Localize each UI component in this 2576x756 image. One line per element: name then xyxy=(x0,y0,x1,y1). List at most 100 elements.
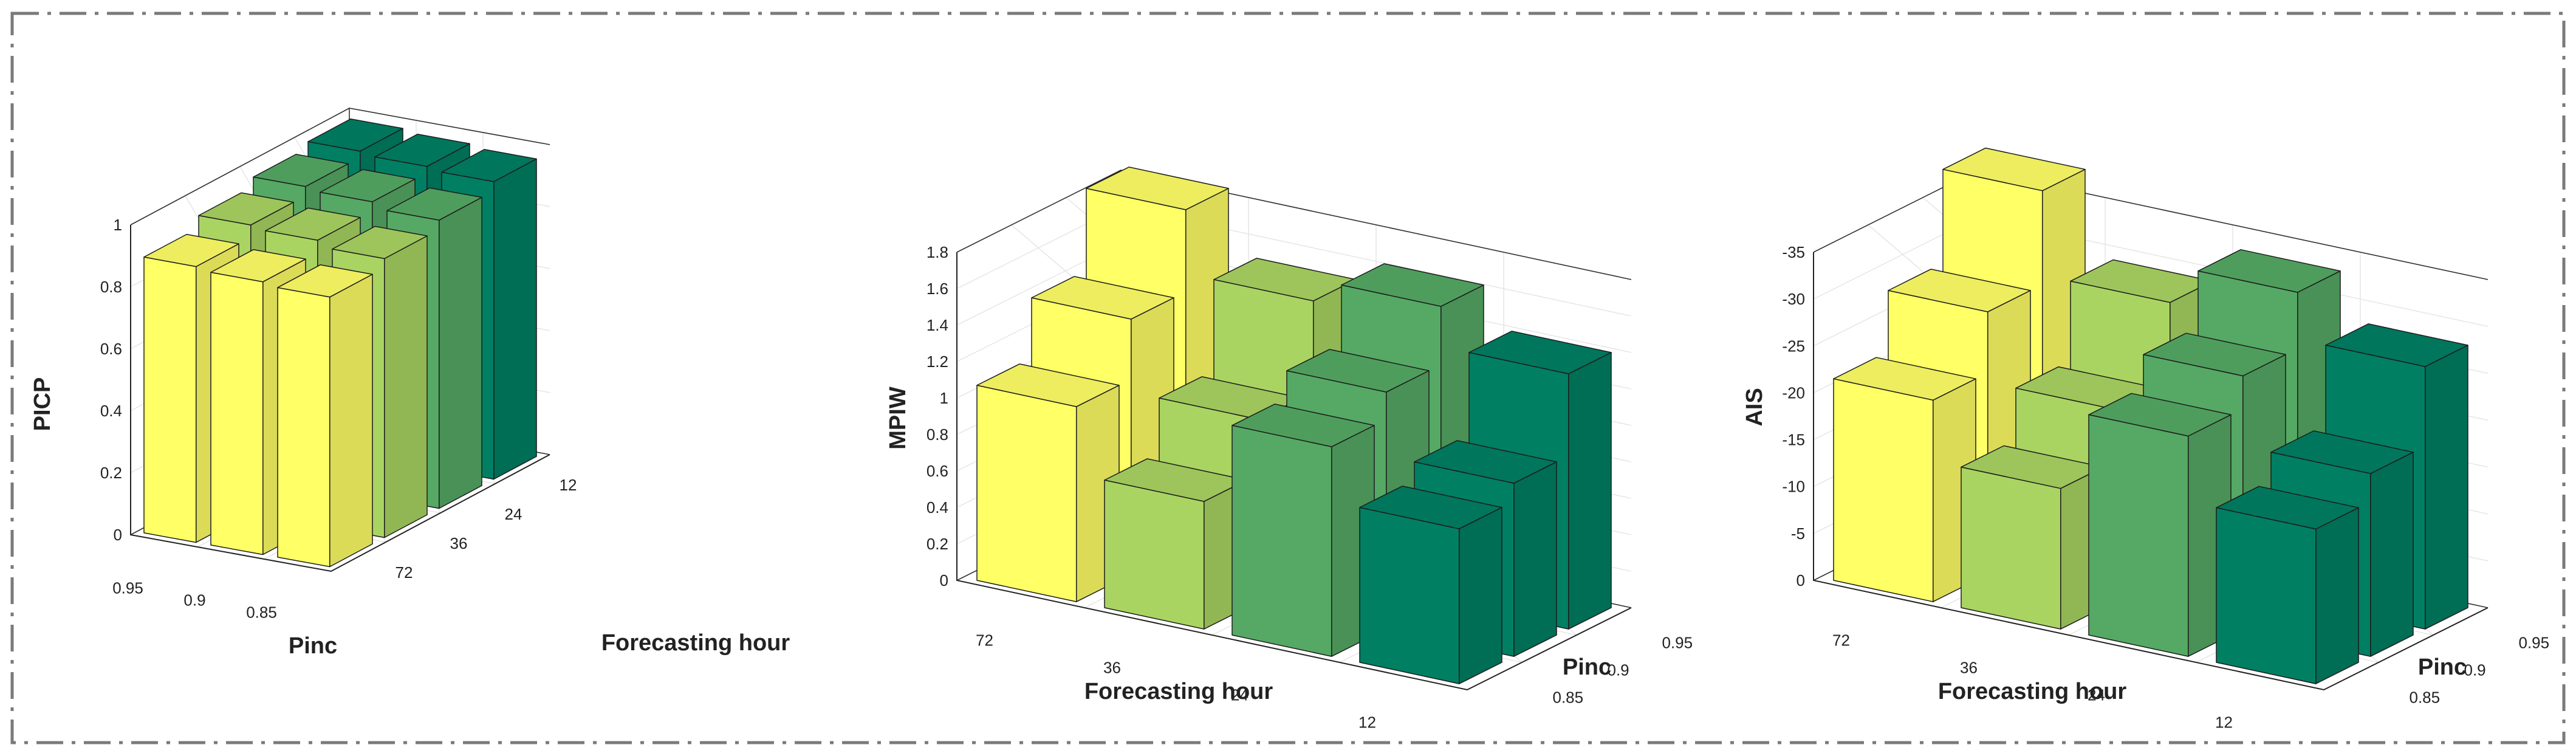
mpiw-bar-top xyxy=(1286,349,1430,393)
ais-bar-top xyxy=(2216,486,2359,530)
picp-plot: 0 0.2 0.4 0.6 0.8 1 0.95 0.9 0.85 72 36 24 12 xyxy=(100,108,577,621)
picp-bar-top xyxy=(320,169,416,202)
figure-border xyxy=(10,12,2566,744)
ais-a-tick-label: 72 xyxy=(1832,631,1850,649)
picp-chart: 0 0.2 0.4 0.6 0.8 1 0.95 0.9 0.85 72 36 24 12 PICP P… xyxy=(30,108,790,659)
ais-bar xyxy=(2088,393,2232,657)
mpiw-a-tick-label: 72 xyxy=(976,631,993,649)
picp-bar-top xyxy=(143,233,239,267)
picp-bar-top xyxy=(374,134,470,167)
mpiw-plot: 0 0.2 0.4 0.6 0.8 1 1.2 1.4 1.6 1.8 72 36 24 12 0.85 0.… xyxy=(927,167,1693,731)
mpiw-bar-top xyxy=(976,363,1120,407)
mpiw-bar-top xyxy=(1341,263,1484,307)
picp-bar-top xyxy=(253,154,349,187)
ais-bar-side xyxy=(2315,507,2359,684)
picp-bar-front xyxy=(277,287,331,568)
ais-b-tick-label: 0.9 xyxy=(2464,661,2486,679)
picp-bar-top xyxy=(198,192,294,225)
ais-bar xyxy=(1833,357,1976,602)
mpiw-bar-side xyxy=(1513,461,1557,657)
ais-bar xyxy=(1961,445,2104,630)
mpiw-axis-title: MPIW xyxy=(885,387,911,450)
mpiw-bar xyxy=(1104,458,1247,630)
mpiw-bar-front xyxy=(1104,479,1205,630)
ais-z-tick-label: -30 xyxy=(1782,290,1805,308)
picp-bar-top xyxy=(210,249,306,283)
ais-box-top xyxy=(1813,170,2489,280)
picp-z-tick-label: 0.8 xyxy=(100,278,122,296)
mpiw-bar xyxy=(976,363,1120,602)
mpiw-chart: 0 0.2 0.4 0.6 0.8 1 1.2 1.4 1.6 1.8 72 36 24 12 0.85 0.… xyxy=(885,167,1693,731)
picp-z-tick-label: 1 xyxy=(114,216,122,234)
ais-bar xyxy=(2216,486,2359,684)
ais-bar-top xyxy=(2325,323,2468,367)
ais-z-tick-label: -35 xyxy=(1782,243,1805,261)
mpiw-b-tick-label: 0.9 xyxy=(1608,661,1629,679)
ais-a-tick-label: 24 xyxy=(2088,686,2105,704)
ais-bars xyxy=(1833,147,2468,684)
picp-axis-lines xyxy=(130,225,550,572)
mpiw-bar-front xyxy=(1231,425,1332,657)
ais-pinc-axis-title: Pinc xyxy=(2418,655,2467,680)
picp-bar-side xyxy=(439,197,482,509)
mpiw-z-tick-label: 0.4 xyxy=(927,498,948,517)
mpiw-bar-side xyxy=(1459,507,1502,684)
mpiw-b-tick-label: 0.95 xyxy=(1662,633,1693,651)
mpiw-bar-side xyxy=(1568,352,1612,630)
picp-bar-side xyxy=(493,158,537,480)
mpiw-bar-top xyxy=(1468,331,1612,374)
mpiw-bar-top xyxy=(1231,404,1375,447)
mpiw-b-tick-label: 0.85 xyxy=(1553,688,1584,706)
mpiw-z-tick-label: 1.8 xyxy=(927,243,948,261)
ais-z-tick-label: -5 xyxy=(1791,524,1805,543)
picp-z-tick-label: 0.6 xyxy=(100,340,122,358)
mpiw-a-tick-label: 12 xyxy=(1358,713,1376,731)
ais-z-tick-label: -15 xyxy=(1782,431,1805,449)
mpiw-a-tick-label: 36 xyxy=(1103,658,1121,676)
picp-b-tick-label: 24 xyxy=(505,505,522,523)
ais-z-tick-label: 0 xyxy=(1797,571,1805,589)
ais-z-tick-label: -10 xyxy=(1782,478,1805,496)
picp-bar xyxy=(277,264,373,568)
picp-bar-top xyxy=(307,118,403,152)
ais-chart: 0 -5 -10 -15 -20 -25 -30 -35 72 36 24 12 0.85 0.9 0.95… xyxy=(1742,147,2550,731)
ais-b-tick-label: 0.95 xyxy=(2519,633,2550,651)
mpiw-box-top xyxy=(956,170,1632,280)
mpiw-a-tick-label: 24 xyxy=(1231,686,1249,704)
ais-bar-side xyxy=(2425,345,2468,630)
picp-bar-top xyxy=(265,207,361,241)
picp-bar-top xyxy=(386,187,482,221)
ais-z-tick-label: -25 xyxy=(1782,337,1805,355)
picp-axis-title: PICP xyxy=(30,377,55,431)
ais-bar-top xyxy=(1942,147,2086,191)
picp-a-tick-label: 0.85 xyxy=(246,603,277,621)
ais-bar-top xyxy=(2088,393,2232,437)
mpiw-bar-top xyxy=(1414,440,1557,484)
mpiw-z-tick-label: 1.4 xyxy=(927,316,948,334)
mpiw-z-tick-label: 1 xyxy=(940,389,948,407)
mpiw-z-tick-label: 1.6 xyxy=(927,280,948,298)
ais-bar-front xyxy=(1961,466,2061,630)
mpiw-zgrid-line xyxy=(956,170,1632,280)
mpiw-pinc-axis-title: Pinc xyxy=(1563,655,1611,680)
ais-zgrid-line xyxy=(1813,170,2489,280)
ais-axis-title: AIS xyxy=(1742,388,1767,426)
ais-a-tick-label: 12 xyxy=(2215,713,2233,731)
ais-axis-lines xyxy=(1813,252,2489,691)
ais-bar-top xyxy=(1888,269,2031,312)
picp-z-tick-label: 0.2 xyxy=(100,464,122,482)
ais-bar-front xyxy=(2216,507,2317,684)
ais-bar-top xyxy=(2197,249,2341,293)
mpiw-bar xyxy=(1359,486,1502,684)
mpiw-bar-front xyxy=(976,385,1077,602)
picp-bar-top xyxy=(332,225,428,259)
ais-b-tick-label: 0.85 xyxy=(2410,688,2441,706)
mpiw-z-tick-label: 0.2 xyxy=(927,535,948,553)
mpiw-z-tick-label: 0.8 xyxy=(927,425,948,444)
ais-plot: 0 -5 -10 -15 -20 -25 -30 -35 72 36 24 12 0.85 0.9 0.95 xyxy=(1782,147,2550,731)
picp-a-tick-label: 0.9 xyxy=(183,591,205,609)
mpiw-bar-front xyxy=(1359,507,1460,684)
mpiw-axis-lines xyxy=(956,252,1632,691)
picp-pinc-axis-title: Pinc xyxy=(289,633,337,659)
